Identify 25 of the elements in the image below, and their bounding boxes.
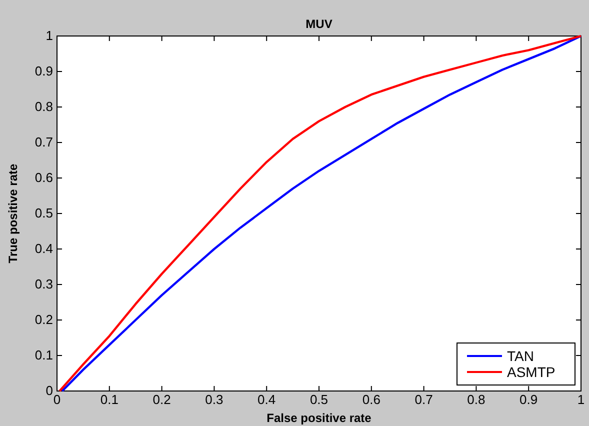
x-tick-label: 0.9 [520, 392, 538, 407]
x-tick-label: 0.6 [362, 392, 380, 407]
x-tick-label: 0.7 [414, 392, 433, 407]
x-tick-label: 0.1 [100, 392, 118, 407]
y-tick-label: 0.2 [34, 312, 53, 327]
y-tick-label: 0.3 [34, 276, 53, 292]
chart-title: MUV [306, 17, 332, 31]
x-tick-label: 0.2 [152, 392, 171, 407]
legend-label: ASMTP [507, 364, 556, 380]
y-tick-label: 0.9 [34, 64, 53, 78]
y-tick-label: 0.4 [34, 241, 53, 256]
y-tick-label: 0.5 [34, 206, 53, 220]
x-tick-label: 0.4 [258, 392, 276, 407]
legend-label: TAN [507, 348, 534, 364]
x-tick-label: 0.8 [467, 392, 486, 407]
x-tick-label: 0.5 [310, 392, 328, 407]
x-tick-label: 1 [577, 392, 585, 407]
y-tick-label: 0.6 [34, 170, 53, 185]
y-tick-label: 0.7 [34, 134, 53, 150]
x-tick-label: 0.3 [205, 392, 224, 407]
y-axis-title: True positive rate [6, 163, 20, 264]
y-tick-label: 1 [46, 28, 53, 43]
y-tick-label: 0.8 [34, 99, 53, 114]
x-axis-title: False positive rate [266, 411, 372, 425]
y-tick-label: 0.1 [34, 348, 53, 362]
